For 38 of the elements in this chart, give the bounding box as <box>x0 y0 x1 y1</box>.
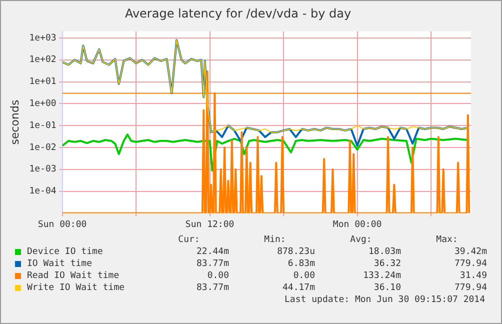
y-tick-label: 1e+00 <box>29 99 56 110</box>
text: Avg: <box>349 234 373 246</box>
text: 6.83m <box>286 258 315 270</box>
y-tick-label: 1e+01 <box>29 77 56 88</box>
y-tick-label: 1e-03 <box>29 164 56 175</box>
y-tick-label: 1e+02 <box>29 55 56 66</box>
y-tick-label: 1e-02 <box>29 142 56 153</box>
text: 0.00 <box>206 270 229 282</box>
text: 133.24m <box>362 270 401 282</box>
text: Cur: <box>177 234 201 246</box>
x-tick-label: Sun 12:00 <box>185 220 234 230</box>
y-tick-label: 1e+03 <box>29 33 56 44</box>
chart-title: Average latency for /dev/vda - by day <box>124 6 352 20</box>
text: 878.23u <box>276 246 315 258</box>
text: 779.94 <box>453 258 487 270</box>
text: 22.44m <box>195 246 229 258</box>
legend-label: IO Wait time <box>26 258 92 270</box>
text: 36.32 <box>372 258 401 270</box>
text: 31.49 <box>458 270 487 282</box>
text: 36.10 <box>372 282 401 294</box>
text: 39.42m <box>453 246 487 258</box>
text: Max: <box>435 234 459 246</box>
x-tick-label: Sun 00:00 <box>38 220 87 230</box>
text: 0.00 <box>292 270 315 282</box>
text: Last update: Mon Jun 30 09:15:07 2014 <box>284 294 485 306</box>
text: 44.17m <box>281 282 315 294</box>
text: 83.77m <box>195 258 229 270</box>
y-tick-label: 1e-01 <box>29 120 56 131</box>
x-tick-label: Mon 00:00 <box>332 220 382 230</box>
text: Min: <box>263 234 287 246</box>
y-tick-label: 1e-04 <box>29 186 56 197</box>
text: 83.77m <box>195 282 229 294</box>
legend-label: Device IO time <box>26 246 103 258</box>
legend-label: Read IO Wait time <box>26 270 120 282</box>
legend-label: Write IO Wait time <box>26 282 125 294</box>
y-axis-title: seconds <box>8 100 22 145</box>
text: 18.03m <box>367 246 401 258</box>
text: 779.94 <box>453 282 487 294</box>
